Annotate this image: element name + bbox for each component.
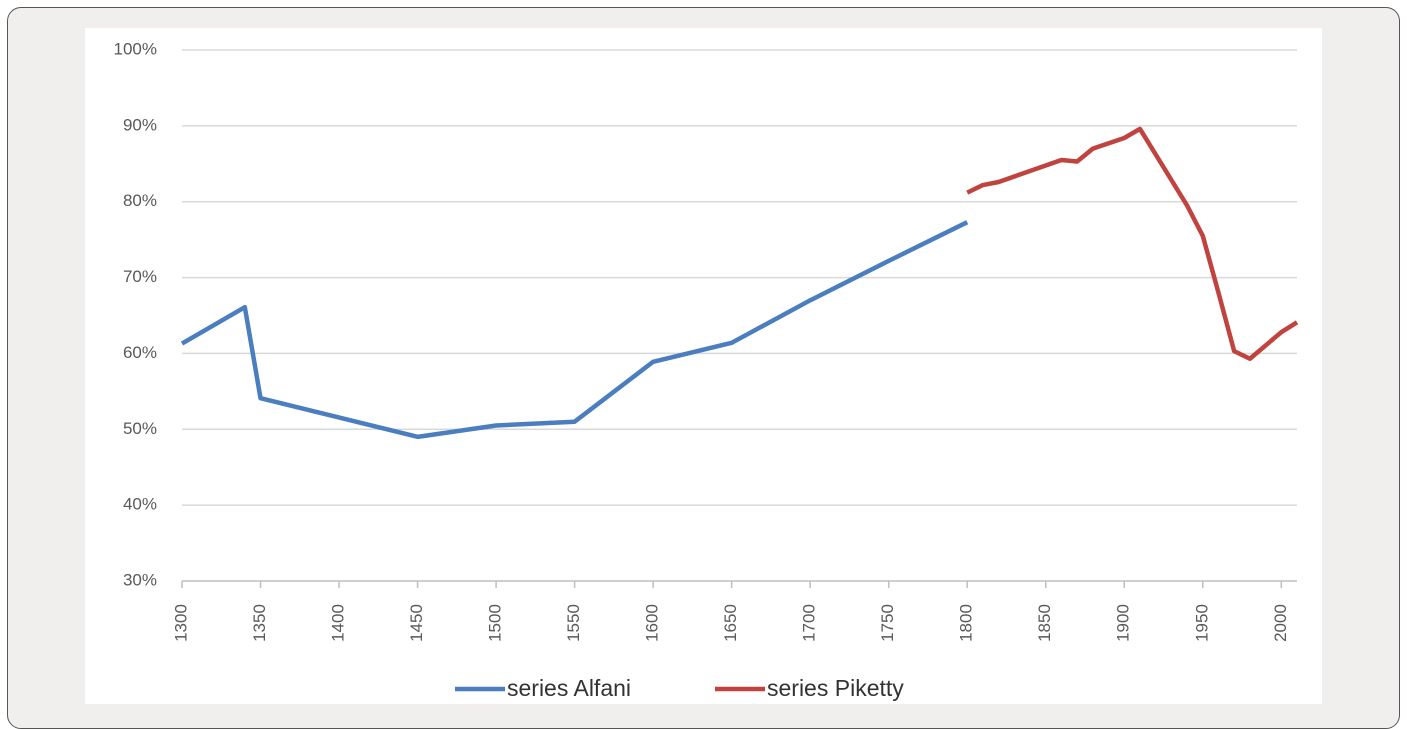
y-tick-label: 80%: [123, 191, 157, 210]
x-tick-label: 1300: [171, 604, 190, 642]
y-tick-label: 100%: [114, 39, 157, 58]
x-tick-label: 1800: [957, 604, 976, 642]
x-tick-label: 1750: [878, 604, 897, 642]
x-tick-label: 1500: [486, 604, 505, 642]
x-tick-label: 1950: [1192, 604, 1211, 642]
x-tick-label: 1550: [564, 604, 583, 642]
series-line: [966, 126, 1299, 361]
x-tick-label: 2000: [1271, 604, 1290, 642]
y-tick-label: 50%: [123, 419, 157, 438]
y-tick-label: 70%: [123, 267, 157, 286]
series-line: [180, 220, 969, 440]
x-tick-label: 1900: [1114, 604, 1133, 642]
x-tick-label: 1850: [1035, 604, 1054, 642]
x-tick-label: 1350: [250, 604, 269, 642]
legend-label: series Alfani: [507, 675, 631, 701]
chart: 30% 40% 50% 60% 70% 80% 90% 100% 1300 1350 1400 145…: [85, 28, 1322, 704]
x-tick-label: 1450: [407, 604, 426, 642]
x-tick-label: 1700: [800, 604, 819, 642]
x-tick-label: 1600: [643, 604, 662, 642]
y-tick-label: 30%: [123, 570, 157, 589]
x-tick-label: 1400: [329, 604, 348, 642]
x-tick-label: 1650: [721, 604, 740, 642]
y-tick-label: 60%: [123, 343, 157, 362]
y-tick-label: 40%: [123, 495, 157, 514]
page: 30% 40% 50% 60% 70% 80% 90% 100% 1300 1350 1400 145…: [7, 7, 1400, 729]
y-tick-label: 90%: [123, 115, 157, 134]
legend-label: series Piketty: [767, 675, 904, 701]
